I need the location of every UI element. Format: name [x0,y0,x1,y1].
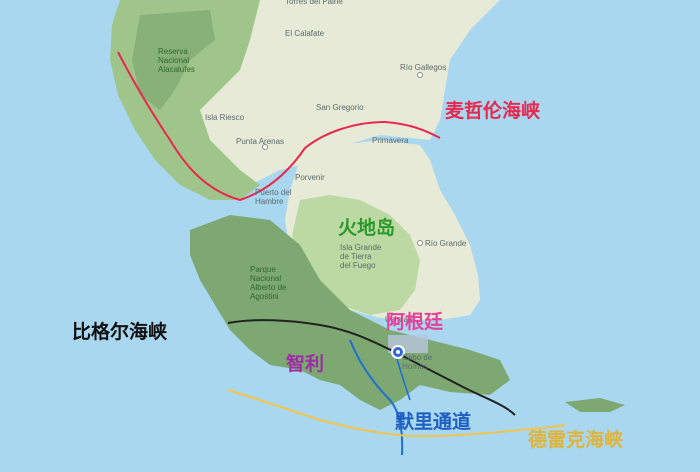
place-torres-del-paine: Torres del Paine [285,0,343,6]
place-primavera: Primavera [372,136,409,145]
place-rio-grande: Río Grande [425,239,467,248]
magellan-strait-line [117,51,441,202]
place-porvenir: Porvenir [295,173,325,182]
place-isla-grande: Isla Grande de Tierra del Fuego [340,243,384,270]
place-cabo-de-hornos: Cabo de Hornos [402,353,434,371]
label-murray-channel: 默里通道 [395,410,471,433]
place-el-calafate: El Calafate [285,29,325,38]
drake-passage-line [227,389,566,438]
place-parque-agostini: Parque Nacional Alberto de Agostini [250,265,289,301]
place-punta-arenas: Punta Arenas [236,137,284,146]
label-argentina: 阿根廷 [386,310,444,333]
place-san-gregorio: San Gregorio [316,103,364,112]
southern-islands [190,215,510,410]
place-isla-riesco: Isla Riesco [205,113,245,122]
northwest-forest [132,10,215,110]
location-marker-inner [396,350,400,354]
murray-channel-line [349,339,404,456]
place-rio-gallegos: Río Gallegos [400,63,446,72]
label-drake-passage: 德雷克海峡 [528,428,624,451]
city-dot-rio-gallegos [417,72,423,78]
label-magellan-strait: 麦哲伦海峡 [445,99,541,122]
place-puerto-del-hambre: Puerto del Hambre [255,188,294,206]
isla-de-los-estados [565,398,625,412]
label-beagle-channel: 比格尔海峡 [72,320,168,343]
city-dot-punta-arenas [262,144,268,150]
place-ushuaia: Ushuaia [385,315,415,324]
label-tierra-del-fuego: 火地岛 [338,216,395,239]
place-reserva: Reserva Nacional Alacalufes [158,47,195,74]
label-chile: 智利 [286,352,324,375]
city-dot-rio-grande [417,240,423,246]
